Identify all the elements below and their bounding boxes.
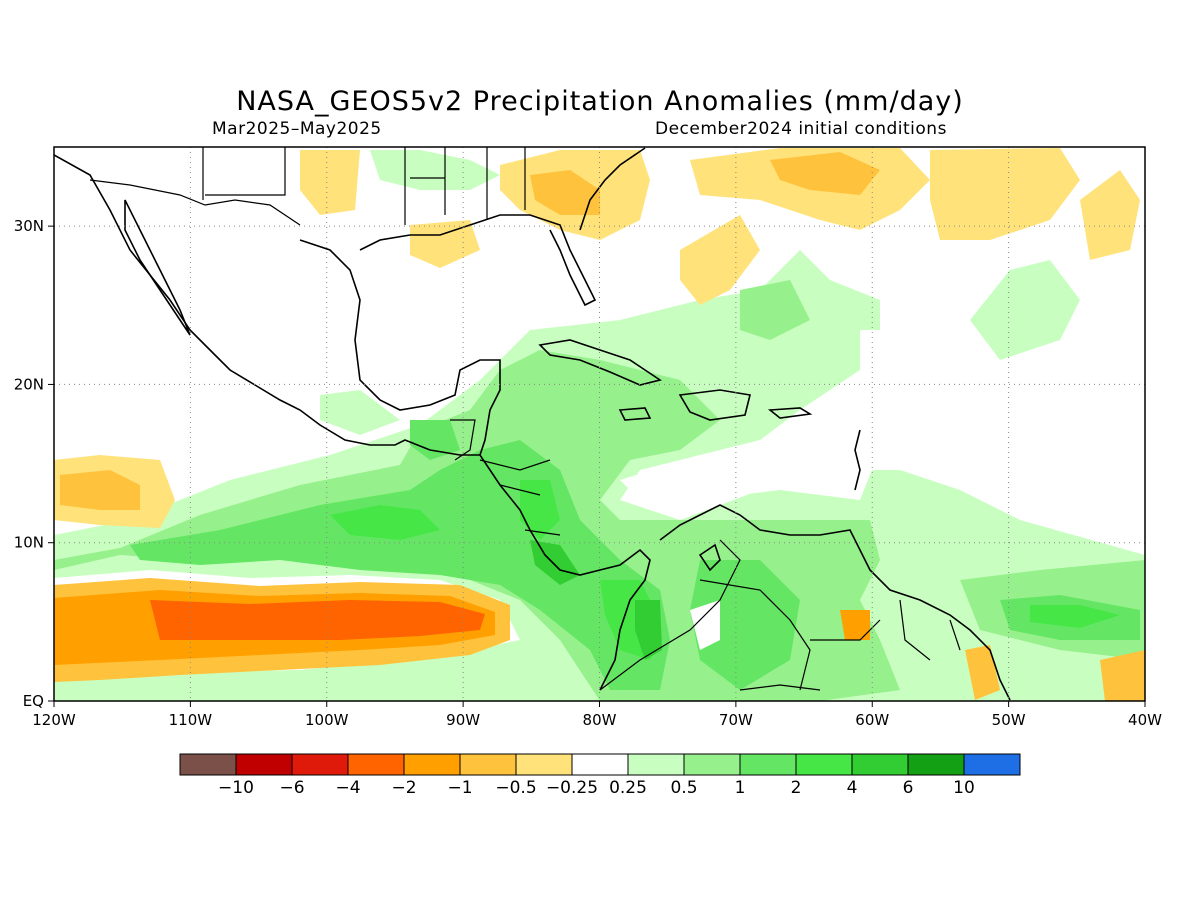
colorbar-swatch [291,753,349,776]
anomaly-region [930,148,1080,240]
y-tick-label: EQ [23,692,44,710]
x-tick-label: 60W [855,711,889,729]
anomaly-region [970,260,1080,360]
coastline [299,239,501,456]
anomaly-region [690,600,720,650]
x-tick-label: 40W [1128,711,1162,729]
x-tick-label: 110W [169,711,213,729]
colorbar-label: −0.25 [546,778,598,798]
y-tick-label: 30N [14,217,44,235]
colorbar-swatch [179,753,237,776]
anomaly-region [1030,605,1120,628]
colorbar-label: 2 [791,778,802,798]
colorbar-label: −1 [447,778,472,798]
grid-lines [54,147,1145,701]
initial-conditions: December2024 initial conditions [655,119,947,139]
anomaly-region [690,560,800,690]
coastline [854,429,861,491]
coastline [359,214,597,307]
coastline [678,389,751,421]
anomaly-region [530,170,600,215]
colorbar-label: 1 [735,778,746,798]
anomaly-region [1080,170,1140,260]
colorbar-label: −0.5 [495,778,536,798]
x-tick-label: 70W [719,711,753,729]
colorbar-labels: −10 −6 −4 −2 −1 −0.5 −0.25 0.25 0.5 1 2 4 6 10 [218,778,975,798]
anomaly-region [150,600,485,640]
colorbar-swatch [683,753,741,776]
coastline [618,407,652,421]
coastlines [54,147,1011,701]
colorbar-label: 0.25 [609,778,647,798]
axis-ticks: 120W 110W 100W 90W 80W 70W 60W 50W 40W EQ 10N 20N 30… [14,217,1162,729]
colorbar-label: −2 [391,778,416,798]
anomaly-region [320,390,400,435]
colorbar-swatch [739,753,797,776]
colorbar-swatch [235,753,293,776]
anomaly-region [60,470,140,510]
colorbar-swatch [907,753,965,776]
colorbar-swatch [963,753,1021,776]
anomaly-region [770,152,880,195]
colorbar-swatch [851,753,909,776]
anomaly-region [520,480,560,540]
coastline [579,147,646,231]
colorbar [179,753,1021,776]
colorbar-label: 0.5 [670,778,697,798]
colorbar-label: −6 [279,778,304,798]
border [450,419,561,536]
anomaly-region [635,600,662,660]
colorbar-label: 6 [903,778,914,798]
anomaly-region [300,150,360,215]
border [202,147,526,225]
coastline [659,504,1011,701]
borders [89,147,961,691]
colorbar-swatch [459,753,517,776]
x-tick-label: 50W [992,711,1026,729]
anomaly-region [840,610,870,640]
border [599,539,961,691]
colorbar-label: 10 [953,778,975,798]
anomaly-region [1100,650,1145,701]
y-tick-label: 20N [14,375,44,393]
x-tick-label: 80W [583,711,617,729]
coastline [124,199,191,336]
map-title: NASA_GEOS5v2 Precipitation Anomalies (mm… [236,86,964,117]
colorbar-swatch [403,753,461,776]
coastline [767,407,813,419]
anomaly-region [370,150,500,190]
anomaly-region [965,645,1000,700]
x-tick-label: 120W [32,711,76,729]
coastline [698,543,721,572]
colorbar-label: −10 [218,778,254,798]
anomaly-region [680,215,760,305]
x-tick-label: 90W [446,711,480,729]
colorbar-swatch [627,753,685,776]
coastline [538,339,662,386]
y-tick-label: 10N [14,534,44,552]
anomaly-region [740,280,810,340]
colorbar-label: −4 [335,778,360,798]
anomaly-field [54,147,1145,701]
colorbar-swatch [515,753,573,776]
colorbar-label: 4 [847,778,858,798]
colorbar-swatch [795,753,853,776]
anomaly-region [410,420,460,460]
colorbar-swatch [571,753,629,776]
anomaly-region [330,505,440,540]
anomaly-region [410,220,480,268]
anomaly-region [620,440,880,500]
border [89,179,301,226]
colorbar-swatch [347,753,405,776]
x-tick-label: 100W [305,711,349,729]
forecast-period: Mar2025–May2025 [212,119,382,139]
